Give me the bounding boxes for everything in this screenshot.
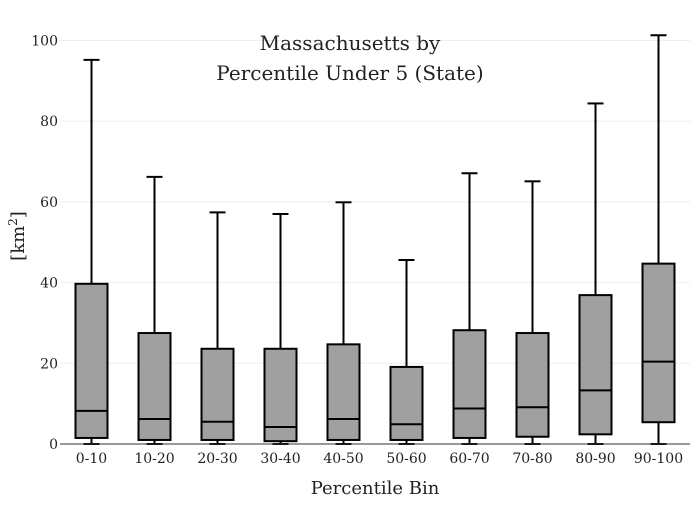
y-tick-label-100: 100 [31,34,58,50]
box-iqr [326,343,361,441]
box-20-30 [200,211,235,445]
chart-title-line-1: Massachusetts by [260,31,441,55]
y-axis-label-base: [km [8,226,29,261]
x-tick-label-0-10: 0-10 [76,451,107,467]
x-tick-label-10-20: 10-20 [134,451,174,467]
x-tick-label-80-90: 80-90 [575,451,615,467]
box-iqr [515,332,550,438]
box-iqr [74,282,109,439]
y-tick-label-20: 20 [40,356,58,372]
x-tick-label-60-70: 60-70 [449,451,489,467]
y-tick-label-60: 60 [40,195,58,211]
box-10-20 [137,175,172,445]
box-70-80 [515,180,550,445]
box-series [74,34,676,445]
box-60-70 [452,172,487,445]
box-0-10 [74,58,109,445]
box-90-100 [641,34,676,445]
box-iqr [200,347,235,441]
x-tick-label-50-60: 50-60 [386,451,426,467]
box-iqr [389,365,424,441]
box-50-60 [389,259,424,445]
x-tick-label-90-100: 90-100 [634,451,683,467]
y-axis-label-superscript: 2 [6,218,20,226]
box-iqr [263,347,298,443]
x-tick-label-20-30: 20-30 [197,451,237,467]
box-40-50 [326,201,361,445]
x-tick-label-30-40: 30-40 [260,451,300,467]
x-axis-label: Percentile Bin [311,478,440,499]
y-axis-label: [km2] [6,211,29,261]
y-axis-label-close: ] [8,211,29,218]
chart-title-line-2: Percentile Under 5 (State) [216,61,483,85]
box-iqr [452,329,487,439]
box-iqr [578,294,613,436]
x-tick-label-70-80: 70-80 [512,451,552,467]
y-tick-labels: 0 20 40 60 80 100 [31,34,58,454]
box-iqr [137,332,172,441]
box-30-40 [263,213,298,445]
x-tick-label-40-50: 40-50 [323,451,363,467]
y-tick-label-40: 40 [40,276,58,292]
y-tick-label-80: 80 [40,114,58,130]
box-iqr [641,262,676,424]
x-tick-labels: 0-10 10-20 20-30 30-40 40-50 50-60 60-70 70-80 8… [76,451,683,467]
box-80-90 [578,102,613,445]
y-tick-label-0: 0 [49,437,58,453]
